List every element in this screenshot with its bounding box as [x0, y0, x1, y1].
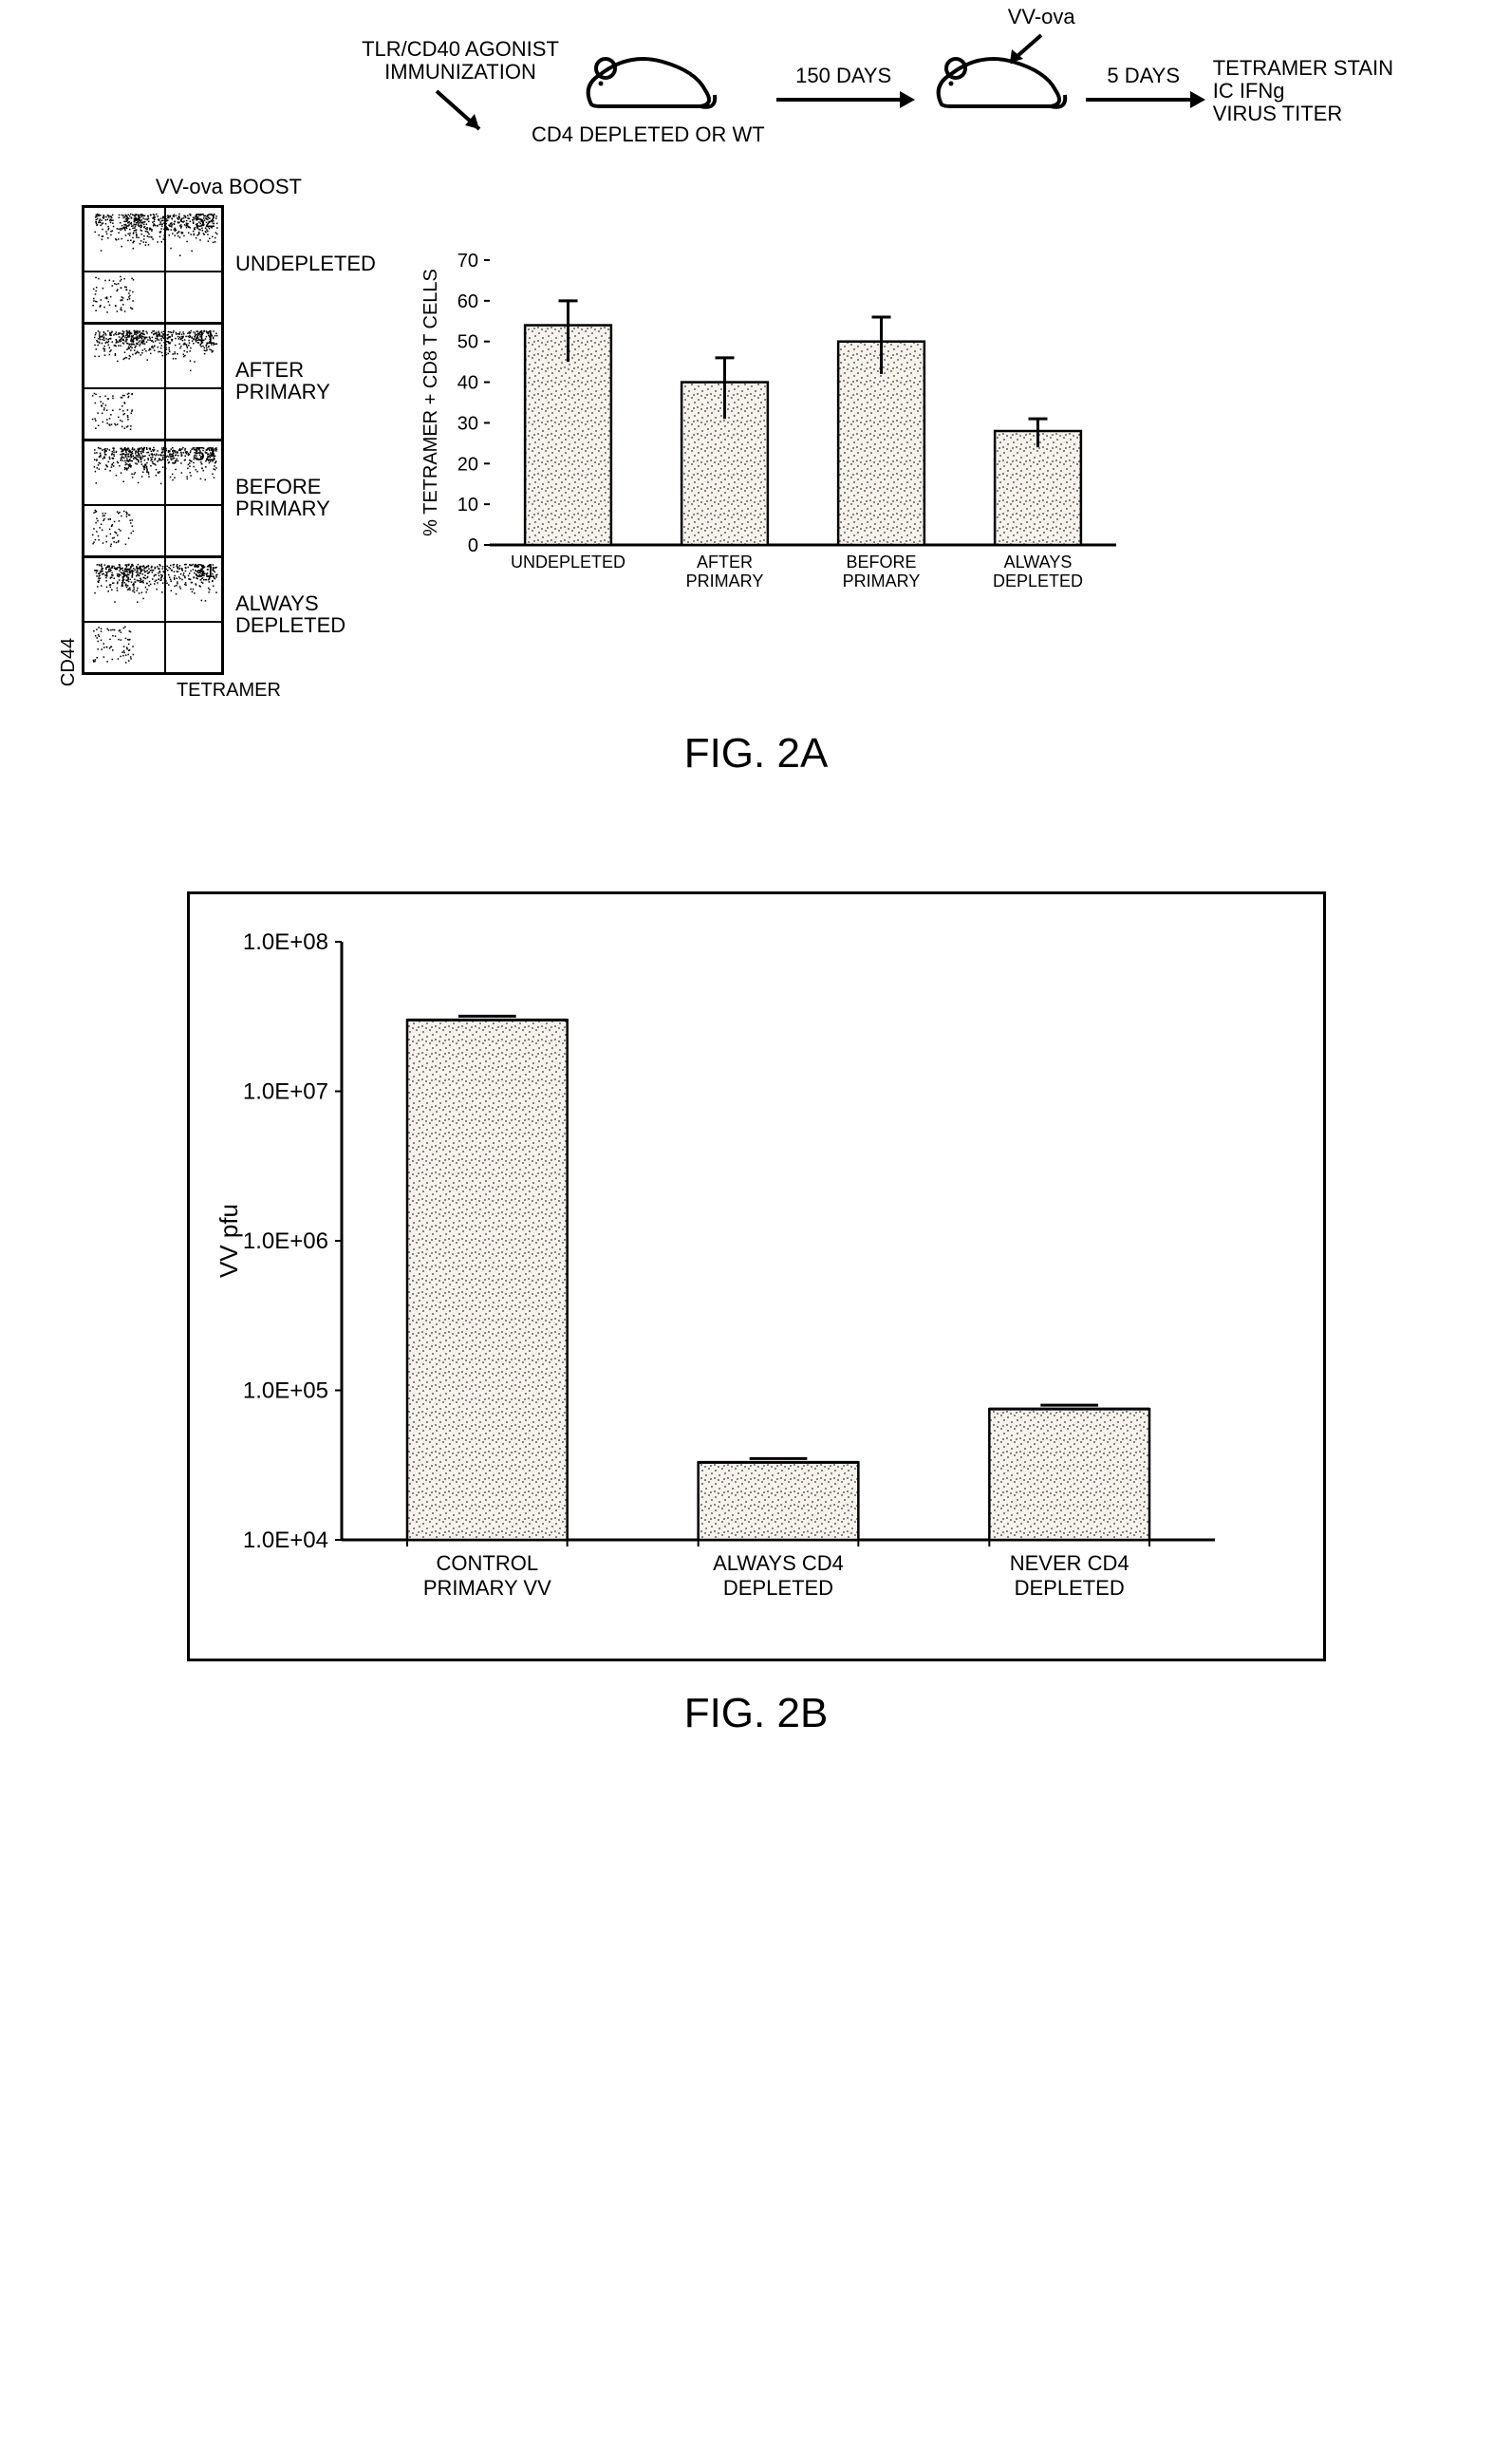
facs-plot-label: BEFORE PRIMARY	[235, 476, 330, 519]
facs-plot: 31	[82, 555, 224, 675]
readout-label: TETRAMER STAIN IC IFNg VIRUS TITER	[1213, 57, 1393, 126]
fig2b-barchart: 1.0E+04 1.0E+05 1.0E+06 1.0E+07 1.0E+08 VV pf…	[209, 923, 1285, 1649]
svg-text:DEPLETED: DEPLETED	[722, 1576, 832, 1600]
facs-row: 52 BEFORE PRIMARY	[82, 439, 376, 555]
facs-plot: 52	[82, 205, 224, 325]
arrow-right-icon	[773, 87, 915, 112]
svg-text:PRIMARY: PRIMARY	[686, 572, 764, 591]
fig2a-diagram: TLR/CD40 AGONIST IMMUNIZATION CD4 DEPLET…	[351, 38, 1455, 146]
fig2a-caption: FIG. 2A	[57, 730, 1455, 778]
svg-text:1.0E+07: 1.0E+07	[242, 1079, 327, 1105]
svg-text:1.0E+08: 1.0E+08	[242, 929, 327, 955]
svg-text:30: 30	[457, 414, 478, 435]
svg-text:% TETRAMER + CD8 T CELLS: % TETRAMER + CD8 T CELLS	[420, 269, 441, 536]
svg-text:ALWAYS CD4: ALWAYS CD4	[713, 1551, 844, 1575]
svg-text:PRIMARY: PRIMARY	[843, 572, 921, 591]
svg-text:10: 10	[457, 495, 478, 516]
facs-plot-label: ALWAYS DEPLETED	[235, 592, 345, 636]
svg-text:40: 40	[457, 373, 478, 394]
svg-text:60: 60	[457, 291, 478, 312]
facs-plot-label: AFTER PRIMARY	[235, 359, 330, 403]
immunization-label: TLR/CD40 AGONIST IMMUNIZATION	[362, 38, 559, 84]
figure-2b: 1.0E+04 1.0E+05 1.0E+06 1.0E+07 1.0E+08 VV pf…	[57, 891, 1455, 1737]
svg-text:AFTER: AFTER	[697, 553, 753, 572]
mouse-icon	[572, 38, 724, 123]
arrow-to-mouse2-icon	[999, 30, 1055, 72]
svg-text:ALWAYS: ALWAYS	[1004, 553, 1073, 572]
boost-label: VV-ova	[1008, 6, 1075, 28]
facs-row: 52 UNDEPLETED	[82, 205, 376, 322]
facs-y-axis-label: CD44	[59, 638, 81, 686]
svg-text:1.0E+05: 1.0E+05	[242, 1378, 327, 1404]
facs-plot: 41	[82, 322, 224, 441]
svg-text:DEPLETED: DEPLETED	[1014, 1576, 1124, 1600]
svg-text:0: 0	[468, 535, 478, 556]
facs-row: 31ALWAYS DEPLETED	[82, 555, 376, 672]
svg-text:20: 20	[457, 454, 478, 475]
arrow2-label: 5 DAYS	[1107, 65, 1180, 87]
facs-column: VV-ova BOOST 52 UNDEPLETED 41AFTER PRIMARY…	[82, 175, 376, 702]
svg-text:50: 50	[457, 332, 478, 353]
arrow1-label: 150 DAYS	[795, 65, 891, 87]
fig2a-barchart: 0 10 20 30 40 50 60 70 % TETRAMER + CD8 T CELLS U…	[404, 251, 1126, 635]
facs-plot-label: UNDEPLETED	[235, 253, 376, 274]
figure-2a: TLR/CD40 AGONIST IMMUNIZATION CD4 DEPLET…	[57, 38, 1455, 778]
facs-row: 41AFTER PRIMARY	[82, 322, 376, 439]
facs-x-axis-label: TETRAMER	[177, 680, 281, 702]
arrow-right-icon	[1082, 87, 1205, 112]
svg-text:CONTROL: CONTROL	[436, 1551, 538, 1575]
mouse1-caption: CD4 DEPLETED OR WT	[532, 123, 765, 146]
svg-text:VV pfu: VV pfu	[215, 1204, 243, 1278]
facs-title: VV-ova BOOST	[156, 175, 302, 199]
svg-text:UNDEPLETED: UNDEPLETED	[511, 553, 625, 572]
svg-text:DEPLETED: DEPLETED	[993, 572, 1083, 591]
fig2a-main-row: CD44 VV-ova BOOST 52UNDEPLETED41AFTER PR…	[57, 175, 1455, 702]
svg-text:70: 70	[457, 251, 478, 272]
svg-text:NEVER CD4: NEVER CD4	[1009, 1551, 1129, 1575]
svg-text:1.0E+04: 1.0E+04	[242, 1528, 327, 1553]
arrow-to-mouse1-icon	[427, 84, 494, 141]
svg-text:BEFORE: BEFORE	[846, 553, 916, 572]
svg-text:1.0E+06: 1.0E+06	[242, 1228, 327, 1254]
facs-plot: 52	[82, 439, 224, 558]
svg-text:PRIMARY VV: PRIMARY VV	[422, 1576, 551, 1600]
fig2b-caption: FIG. 2B	[57, 1690, 1455, 1737]
